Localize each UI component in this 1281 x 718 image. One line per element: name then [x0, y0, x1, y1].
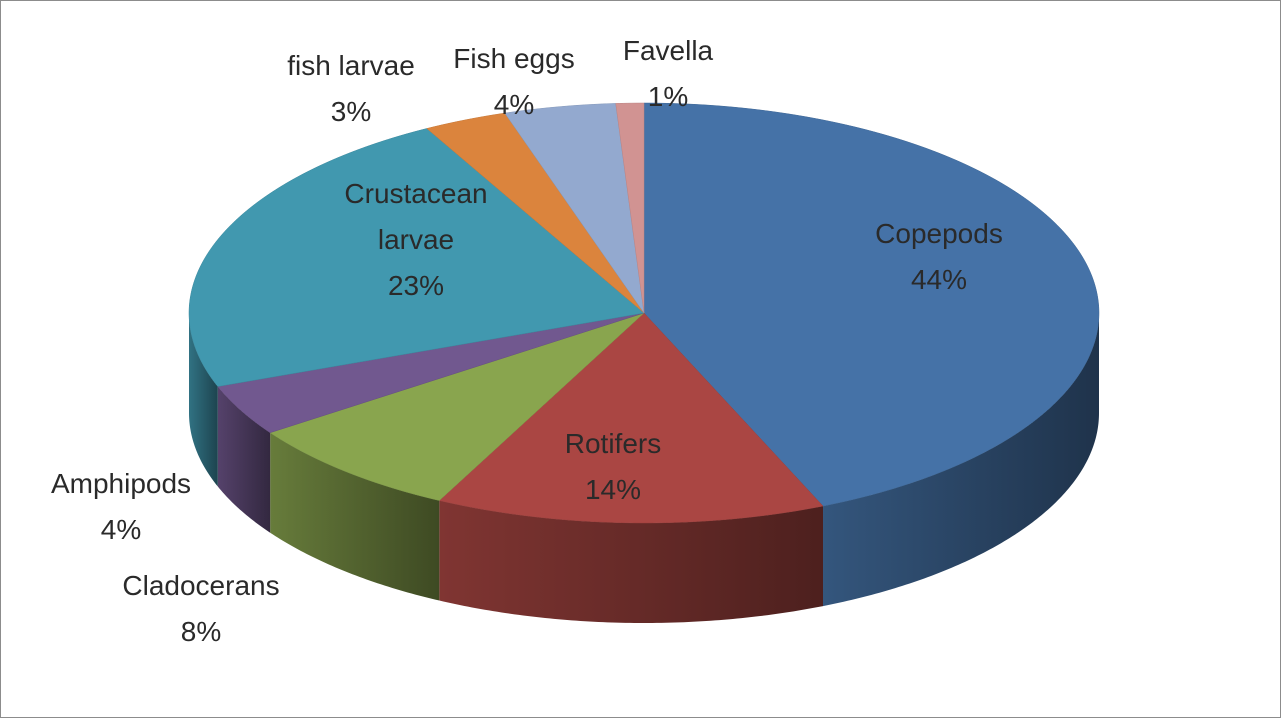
- slice-side: [823, 313, 1099, 607]
- label-value: 14%: [584, 474, 642, 505]
- slice: [217, 312, 645, 433]
- slice: [504, 103, 645, 314]
- label-value: 1%: [647, 81, 689, 112]
- label-value: 4%: [493, 89, 535, 120]
- slice: [643, 102, 1100, 507]
- label-name: Copepods: [875, 218, 1003, 249]
- slice: [426, 112, 645, 314]
- data-label: Amphipods 4%: [21, 461, 221, 553]
- label-name: fish larvae: [287, 50, 415, 81]
- slice: [188, 128, 645, 387]
- label-value: 3%: [330, 96, 372, 127]
- slice: [438, 312, 824, 524]
- label-name: Cladocerans: [122, 570, 280, 601]
- slice: [269, 312, 645, 501]
- slice-side: [189, 313, 218, 487]
- label-value: 23%: [387, 270, 445, 301]
- data-label: Cladocerans 8%: [91, 563, 311, 655]
- data-label: fish larvae 3%: [251, 43, 451, 135]
- label-name: Favella: [622, 35, 714, 66]
- data-label: Favella 1%: [588, 28, 748, 120]
- label-name: Crustacean larvae: [344, 178, 488, 255]
- data-label: Crustacean larvae 23%: [316, 171, 516, 309]
- label-value: 8%: [180, 616, 222, 647]
- label-value: 44%: [910, 264, 968, 295]
- label-name: Rotifers: [564, 428, 662, 459]
- slice-side: [217, 386, 271, 533]
- label-name: Fish eggs: [453, 43, 575, 74]
- label-name: Amphipods: [50, 468, 192, 499]
- slice: [615, 102, 645, 314]
- data-label: Fish eggs 4%: [414, 36, 614, 128]
- slice-side: [439, 500, 824, 623]
- data-label: Copepods 44%: [839, 211, 1039, 303]
- data-label: Rotifers 14%: [513, 421, 713, 513]
- slice-side: [270, 432, 440, 601]
- label-value: 4%: [100, 514, 142, 545]
